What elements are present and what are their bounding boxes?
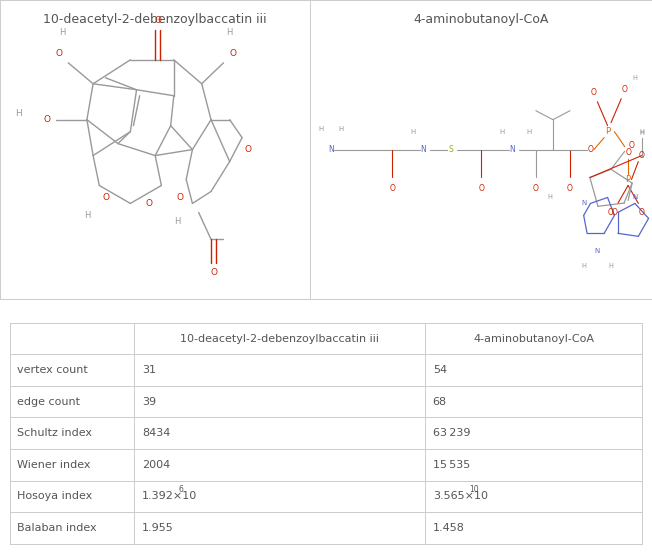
Text: H: H (632, 75, 638, 81)
Text: P: P (625, 175, 630, 184)
Text: O: O (177, 193, 183, 202)
Text: vertex count: vertex count (18, 365, 88, 375)
Text: O: O (629, 141, 634, 150)
Text: 1.955: 1.955 (142, 523, 173, 533)
Text: O: O (625, 148, 631, 157)
Text: N: N (595, 248, 600, 254)
Text: O: O (639, 151, 645, 160)
Text: N: N (509, 145, 515, 154)
Text: H: H (608, 263, 614, 269)
Text: H: H (15, 109, 22, 118)
Text: Balaban index: Balaban index (18, 523, 97, 533)
Text: O: O (622, 85, 628, 94)
Text: 1.392×10: 1.392×10 (142, 491, 197, 501)
Text: 10-deacetyl-2-debenzoylbaccatin iii: 10-deacetyl-2-debenzoylbaccatin iii (44, 13, 267, 27)
Text: O: O (478, 184, 484, 193)
Text: 4-aminobutanoyl-CoA: 4-aminobutanoyl-CoA (473, 334, 594, 343)
Text: H: H (226, 28, 233, 38)
Text: H: H (640, 129, 644, 135)
Text: O: O (145, 199, 153, 208)
Text: Wiener index: Wiener index (18, 460, 91, 470)
Text: 31: 31 (142, 365, 156, 375)
Text: 68: 68 (433, 397, 447, 407)
Text: H: H (338, 126, 344, 132)
Text: 10-deacetyl-2-debenzoylbaccatin iii: 10-deacetyl-2-debenzoylbaccatin iii (180, 334, 379, 343)
Text: H: H (173, 217, 180, 226)
Text: H: H (547, 194, 552, 201)
Text: 8434: 8434 (142, 428, 170, 438)
Text: H: H (318, 126, 323, 132)
Text: N: N (328, 145, 334, 154)
Text: 1.458: 1.458 (433, 523, 465, 533)
Text: 15 535: 15 535 (433, 460, 470, 470)
Text: O: O (389, 184, 395, 193)
Text: H: H (526, 129, 531, 135)
Text: 63 239: 63 239 (433, 428, 470, 438)
Text: edge count: edge count (18, 397, 80, 407)
Text: 6: 6 (179, 485, 184, 494)
Text: O: O (211, 268, 218, 277)
Text: H: H (581, 263, 586, 269)
Text: O: O (55, 49, 63, 58)
Text: S: S (448, 145, 452, 154)
Text: H: H (59, 28, 65, 38)
Text: 10: 10 (469, 485, 479, 494)
Text: 54: 54 (433, 365, 447, 375)
Text: H: H (410, 129, 415, 135)
Text: N: N (632, 194, 638, 201)
Text: O: O (154, 17, 161, 25)
Text: O: O (612, 208, 617, 217)
Text: H: H (83, 211, 90, 220)
Text: O: O (230, 49, 236, 58)
Text: O: O (608, 208, 614, 217)
Text: H: H (640, 130, 644, 136)
Text: P: P (605, 127, 610, 136)
Text: 2004: 2004 (142, 460, 170, 470)
Text: O: O (587, 145, 593, 154)
Text: 39: 39 (142, 397, 156, 407)
Text: Hosoya index: Hosoya index (18, 491, 93, 501)
Text: O: O (102, 193, 109, 202)
Text: O: O (591, 88, 597, 98)
Text: O: O (533, 184, 539, 193)
Text: O: O (639, 208, 645, 217)
Text: N: N (581, 201, 586, 207)
Text: O: O (244, 145, 252, 154)
Text: 4-aminobutanoyl-CoA: 4-aminobutanoyl-CoA (413, 13, 549, 27)
Text: Schultz index: Schultz index (18, 428, 93, 438)
Text: O: O (43, 115, 50, 124)
Text: N: N (421, 145, 426, 154)
Text: O: O (567, 184, 573, 193)
Text: H: H (499, 129, 504, 135)
Text: 3.565×10: 3.565×10 (433, 491, 488, 501)
